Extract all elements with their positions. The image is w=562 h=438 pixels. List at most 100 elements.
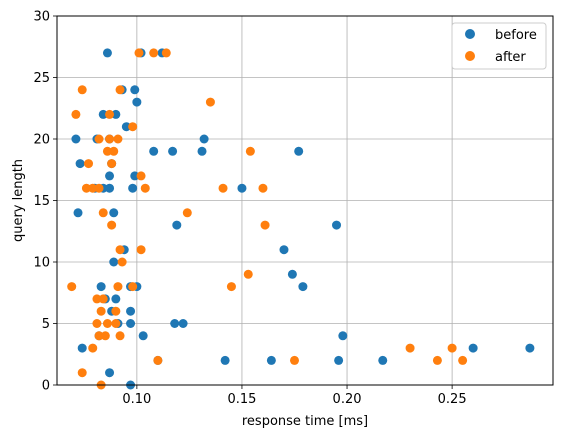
data-point-after [102, 319, 112, 328]
x-axis-label: response time [ms] [242, 414, 368, 429]
data-point-after [117, 257, 127, 267]
data-point-after [67, 282, 77, 292]
y-tick-label: 5 [42, 317, 50, 332]
data-point-before [102, 48, 112, 58]
data-point-before [468, 343, 478, 353]
x-tick-label: 0.10 [122, 392, 151, 407]
data-point-after [100, 331, 110, 341]
data-point-after [111, 319, 121, 328]
data-point-before [149, 146, 159, 156]
series-after [67, 48, 468, 390]
data-point-after [94, 183, 104, 193]
data-point-after [71, 109, 81, 119]
data-point-before [172, 220, 182, 230]
data-point-before [109, 257, 119, 267]
data-point-before [126, 306, 136, 316]
data-point-before [138, 331, 148, 341]
x-tick-label: 0.15 [227, 392, 256, 407]
data-point-before [132, 97, 142, 107]
data-point-before [130, 171, 140, 181]
data-point-after [447, 343, 457, 353]
data-point-after [102, 146, 112, 156]
data-point-after [84, 159, 94, 169]
data-point-before [197, 146, 207, 156]
data-point-after [77, 85, 87, 95]
data-point-after [432, 355, 442, 365]
y-tick-label: 0 [42, 379, 50, 394]
data-point-before [298, 282, 308, 292]
data-point-after [289, 355, 299, 365]
data-point-after [92, 319, 102, 328]
data-point-before [105, 368, 115, 378]
data-point-after [182, 208, 192, 218]
data-point-before [170, 319, 180, 328]
data-point-before [71, 134, 81, 144]
x-tick-label: 0.25 [438, 392, 467, 407]
data-point-after [94, 134, 104, 144]
data-point-before [130, 85, 140, 95]
data-point-after [107, 220, 117, 230]
y-tick-label: 10 [33, 256, 50, 271]
data-point-before [287, 269, 297, 279]
y-tick-label: 15 [33, 194, 50, 209]
data-point-after [260, 220, 270, 230]
data-point-before [126, 319, 136, 328]
data-point-before [525, 343, 535, 353]
data-point-after [113, 134, 123, 144]
data-points [67, 48, 535, 390]
y-tick-label: 20 [33, 133, 50, 148]
data-point-after [136, 171, 146, 181]
data-point-after [128, 282, 138, 292]
data-point-after [111, 306, 121, 316]
data-point-after [105, 109, 115, 119]
data-point-after [94, 331, 104, 341]
data-point-before [98, 109, 108, 119]
x-tick-label: 0.20 [333, 392, 362, 407]
data-point-after [258, 183, 268, 193]
data-point-after [92, 294, 102, 304]
data-point-after [88, 343, 98, 353]
data-point-before [73, 208, 83, 218]
data-point-before [111, 294, 121, 304]
data-point-after [115, 245, 125, 255]
data-point-after [218, 183, 228, 193]
data-point-after [149, 48, 159, 58]
data-point-after [113, 282, 123, 292]
data-point-before [75, 159, 85, 169]
data-point-before [294, 146, 304, 156]
legend-box [451, 22, 547, 70]
data-point-after [88, 183, 98, 193]
data-point-before [220, 355, 230, 365]
legend: before after [451, 22, 547, 70]
series-before [71, 48, 535, 390]
data-point-before [279, 245, 289, 255]
data-point-before [77, 343, 87, 353]
data-point-before [105, 171, 115, 181]
data-point-after [77, 368, 87, 378]
data-point-before [105, 183, 115, 193]
data-point-before [332, 220, 342, 230]
data-point-before [111, 109, 121, 119]
data-point-before [96, 282, 106, 292]
data-point-after [115, 331, 125, 341]
data-point-after [128, 122, 138, 132]
data-point-after [458, 355, 468, 365]
legend-marker-after [465, 51, 475, 61]
data-point-after [140, 183, 150, 193]
data-point-after [134, 48, 144, 58]
data-point-after [243, 269, 253, 279]
legend-marker-before [465, 29, 475, 39]
data-point-after [98, 294, 108, 304]
data-point-after [96, 306, 106, 316]
data-point-after [161, 48, 171, 58]
data-point-after [107, 159, 117, 169]
data-point-after [109, 146, 119, 156]
y-tick-label: 25 [33, 71, 50, 86]
axis-ticks: 0.10 0.15 0.20 0.25 0 5 10 15 20 25 30 [33, 10, 466, 408]
data-point-before [338, 331, 348, 341]
y-tick-label: 30 [33, 10, 50, 25]
data-point-after [105, 134, 115, 144]
data-point-after [81, 183, 91, 193]
data-point-before [109, 208, 119, 218]
